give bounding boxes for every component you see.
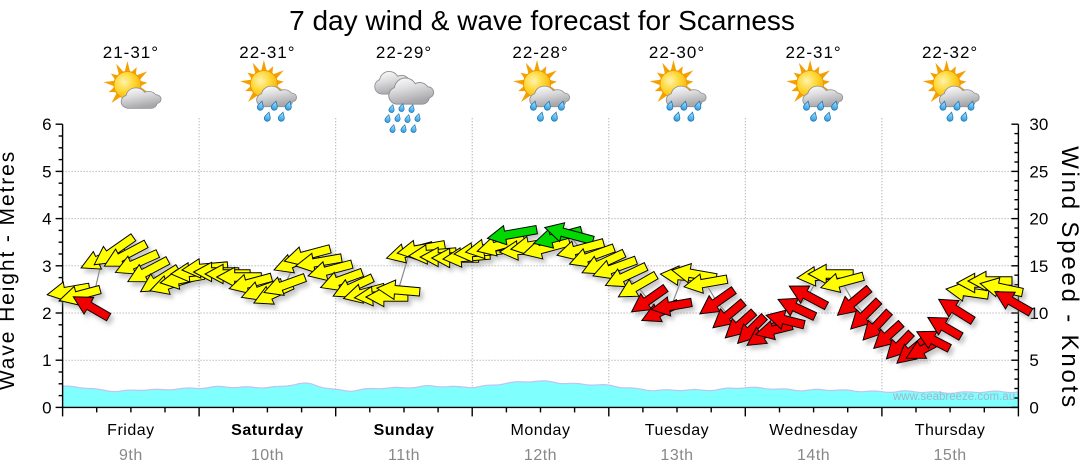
svg-text:5: 5 [42,162,51,181]
svg-text:9th: 9th [119,447,143,464]
svg-text:25: 25 [1029,162,1048,181]
svg-text:0: 0 [1029,398,1038,417]
svg-text:7 day wind & wave forecast for: 7 day wind & wave forecast for Scarness [289,5,795,36]
svg-text:22-29°: 22-29° [376,43,432,62]
svg-text:2: 2 [42,304,51,323]
svg-text:Wave Height - Metres: Wave Height - Metres [0,150,19,390]
svg-text:15th: 15th [934,447,967,464]
svg-text:www.seabreeze.com.au: www.seabreeze.com.au [892,391,1015,403]
svg-text:21-31°: 21-31° [103,43,159,62]
svg-text:22-28°: 22-28° [512,43,568,62]
svg-text:1: 1 [42,351,51,370]
svg-text:14th: 14th [797,447,830,464]
svg-text:12th: 12th [524,447,557,464]
svg-text:3: 3 [42,257,51,276]
svg-text:Sunday: Sunday [374,422,435,439]
svg-text:5: 5 [1029,351,1038,370]
svg-text:22-30°: 22-30° [649,43,705,62]
svg-text:Saturday: Saturday [231,422,303,439]
svg-text:Tuesday: Tuesday [645,422,709,439]
svg-text:10: 10 [1029,304,1048,323]
svg-text:13th: 13th [660,447,693,464]
svg-text:22-32°: 22-32° [922,43,978,62]
svg-text:10th: 10th [251,447,284,464]
svg-text:22-31°: 22-31° [785,43,841,62]
svg-text:22-31°: 22-31° [239,43,295,62]
svg-text:15: 15 [1029,257,1048,276]
svg-text:4: 4 [42,210,51,229]
svg-text:30: 30 [1029,115,1048,134]
svg-text:20: 20 [1029,210,1048,229]
svg-text:Monday: Monday [511,422,571,439]
svg-text:Friday: Friday [107,422,154,439]
svg-text:6: 6 [42,115,51,134]
svg-text:Thursday: Thursday [915,422,986,439]
svg-text:Wind Speed - Knots: Wind Speed - Knots [1056,146,1080,410]
svg-text:0: 0 [42,398,51,417]
svg-text:Wednesday: Wednesday [769,422,858,439]
svg-text:11th: 11th [388,447,420,464]
